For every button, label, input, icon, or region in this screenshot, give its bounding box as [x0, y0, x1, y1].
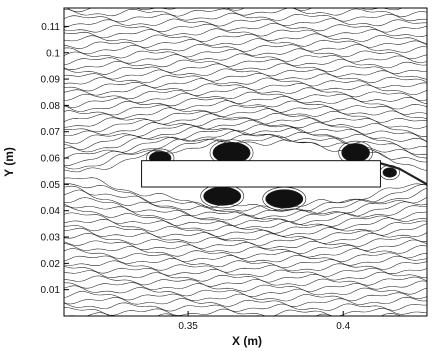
y-tick-label: 0.01	[41, 285, 61, 296]
streamline	[64, 248, 427, 263]
streamline	[64, 177, 427, 211]
vortex-core	[265, 189, 304, 209]
streamline	[64, 255, 427, 269]
x-tick-label: 0.4	[336, 321, 350, 332]
streamline	[64, 53, 427, 66]
streamline	[64, 48, 427, 60]
streamline	[64, 280, 427, 292]
streamline	[64, 243, 427, 259]
y-tick-label: 0.05	[41, 180, 61, 191]
y-tick-label: 0.1	[46, 48, 60, 59]
streamline	[64, 239, 427, 255]
plot-frame-layer	[63, 7, 428, 317]
streamline	[64, 28, 427, 39]
streamline	[64, 63, 427, 75]
streamline	[64, 205, 427, 229]
y-axis-label: Y (m)	[2, 147, 16, 177]
streamline	[64, 302, 427, 312]
streamline	[64, 117, 427, 137]
streamline	[64, 223, 427, 241]
streamline	[64, 113, 427, 133]
y-tick-label: 0.08	[41, 101, 61, 112]
vortex-core	[341, 143, 370, 163]
y-tick-label: 0.11	[41, 22, 60, 33]
streamline	[64, 86, 427, 101]
streamline	[64, 183, 427, 212]
body-plate	[141, 160, 381, 188]
y-tick-label: 0.02	[41, 259, 61, 270]
streamline	[64, 185, 427, 217]
streamline	[64, 296, 427, 307]
streamline	[64, 100, 427, 116]
tick-layer: 0.01 0.02 0.03 0.04 0.05 0.06 0.07 0.08 0.09 0.1 0…	[41, 22, 351, 332]
streamline	[64, 68, 427, 80]
streamline	[64, 23, 427, 33]
streamline	[64, 73, 427, 85]
y-tick-label: 0.06	[41, 154, 61, 165]
streamline	[64, 275, 427, 287]
plot-frame	[63, 7, 428, 317]
y-tick-label: 0.09	[41, 75, 61, 86]
streamline	[64, 44, 427, 55]
y-tick-label: 0.04	[41, 206, 61, 217]
x-tick-label: 0.35	[178, 321, 198, 332]
streamline	[64, 189, 427, 219]
y-tick-label: 0.07	[41, 127, 61, 138]
streamline	[64, 285, 427, 297]
streamline	[64, 130, 427, 159]
streamline	[64, 95, 427, 112]
streamline	[64, 124, 427, 150]
plot-area	[64, 8, 427, 316]
streamline	[64, 108, 427, 128]
streamline	[64, 38, 427, 49]
streamline	[64, 8, 427, 17]
streamline	[64, 12, 427, 23]
streamline	[64, 212, 427, 234]
streamline	[64, 232, 427, 249]
streamline	[64, 77, 427, 92]
vortex-core	[382, 167, 397, 178]
streamline	[64, 307, 427, 316]
x-axis-label: X (m)	[232, 334, 262, 348]
streamline	[64, 227, 427, 246]
streamline	[66, 8, 403, 13]
streamline	[64, 197, 427, 223]
y-tick-label: 0.03	[41, 233, 61, 244]
streamline	[64, 260, 427, 273]
streamline	[64, 91, 427, 108]
streamline	[64, 270, 427, 283]
wake-streak	[380, 162, 427, 186]
streamline	[64, 33, 427, 44]
streamline	[64, 58, 427, 70]
streamline	[64, 82, 427, 96]
streamline	[64, 219, 427, 237]
body-layer	[141, 160, 381, 188]
vortex-core	[203, 186, 242, 206]
streamline	[64, 265, 427, 277]
streamline	[64, 105, 427, 122]
streamline	[64, 18, 427, 28]
vortex-core	[212, 141, 251, 164]
streamline	[64, 119, 427, 144]
